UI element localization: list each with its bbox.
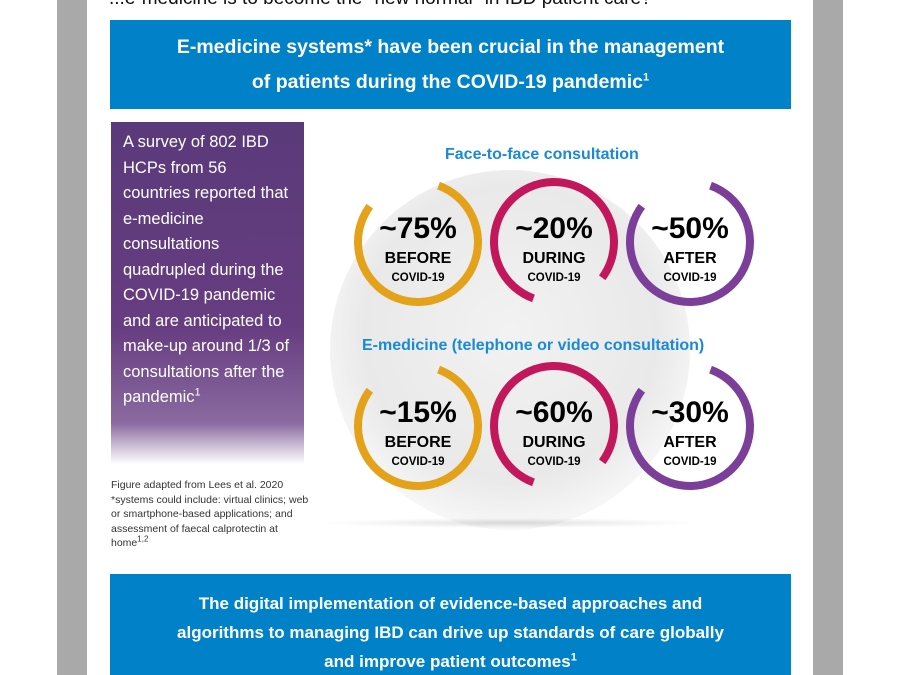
slide-page: ...e-medicine is to become the "new norm… xyxy=(87,0,813,675)
emedicine-label: E-medicine (telephone or video consultat… xyxy=(362,337,705,354)
top-banner: E-medicine systems* have been crucial in… xyxy=(110,20,791,109)
emedicine-phase-after: AFTER xyxy=(663,434,717,451)
emedicine-pct-after: ~30% xyxy=(651,396,729,429)
footnote-source: Figure adapted from Lees et al. 2020 xyxy=(111,479,284,491)
emedicine-ring-during: ~60% DURING COVID-19 xyxy=(486,358,622,494)
top-banner-line2-text: of patients during the COVID-19 pandemic xyxy=(251,71,643,93)
face-to-face-sub-during: COVID-19 xyxy=(527,272,581,284)
top-banner-ref: 1 xyxy=(643,71,650,84)
face-to-face-pct-before: ~75% xyxy=(379,212,457,245)
emedicine-phase-before: BEFORE xyxy=(384,434,452,451)
emedicine-pct-during: ~60% xyxy=(515,396,593,429)
top-banner-line1: E-medicine systems* have been crucial in… xyxy=(176,36,725,58)
face-to-face-phase-after: AFTER xyxy=(663,250,717,267)
survey-panel: A survey of 802 IBD HCPs from 56 countri… xyxy=(111,122,304,464)
emedicine-ring-arc-before xyxy=(354,362,482,490)
bottom-banner: The digital implementation of evidence-b… xyxy=(110,574,791,675)
emedicine-phase-during: DURING xyxy=(522,434,586,451)
bottom-banner-line2: algorithms to managing IBD can drive up … xyxy=(177,623,724,642)
face-to-face-phase-during: DURING xyxy=(522,250,586,267)
face-to-face-ring-after: ~50% AFTER COVID-19 xyxy=(622,174,758,310)
right-gutter xyxy=(813,0,843,675)
emedicine-ring-after: ~30% AFTER COVID-19 xyxy=(622,358,758,494)
emedicine-sub-after: COVID-19 xyxy=(663,456,717,468)
face-to-face-ring-arc-during xyxy=(490,178,618,306)
top-banner-line2: of patients during the COVID-19 pandemic… xyxy=(110,65,791,100)
face-to-face-label: Face-to-face consultation xyxy=(445,146,639,163)
emedicine-ring-arc-after xyxy=(626,362,754,490)
footnote-systems: *systems could include: virtual clinics;… xyxy=(111,493,311,551)
face-to-face-phase-before: BEFORE xyxy=(384,250,452,267)
face-to-face-sub-before: COVID-19 xyxy=(391,272,445,284)
face-to-face-sub-after: COVID-19 xyxy=(663,272,717,284)
bottom-banner-ref: 1 xyxy=(570,651,577,664)
face-to-face-ring-before: ~75% BEFORE COVID-19 xyxy=(350,174,486,310)
face-to-face-ring-arc-after xyxy=(626,177,754,306)
page-title: ...e-medicine is to become the "new norm… xyxy=(109,0,809,10)
left-gutter xyxy=(57,0,87,675)
bottom-banner-line3-text: and improve patient outcomes xyxy=(324,652,571,671)
emedicine-ring-arc-during xyxy=(490,362,618,490)
footnote-systems-text: *systems could include: virtual clinics;… xyxy=(111,493,309,550)
emedicine-sub-before: COVID-19 xyxy=(391,456,445,468)
face-to-face-ring-arc-before xyxy=(354,177,482,306)
face-to-face-pct-after: ~50% xyxy=(651,212,729,245)
face-to-face-pct-during: ~20% xyxy=(515,212,593,245)
right-margin xyxy=(843,0,900,675)
survey-text: A survey of 802 IBD HCPs from 56 countri… xyxy=(123,133,290,406)
footnote-ref: 1,2 xyxy=(137,534,149,544)
footnote: Figure adapted from Lees et al. 2020 *sy… xyxy=(111,478,311,551)
emedicine-sub-during: COVID-19 xyxy=(527,456,581,468)
bottom-banner-line1: The digital implementation of evidence-b… xyxy=(198,594,703,613)
survey-ref: 1 xyxy=(194,386,201,399)
emedicine-ring-before: ~15% BEFORE COVID-19 xyxy=(350,358,486,494)
face-to-face-ring-during: ~20% DURING COVID-19 xyxy=(486,174,622,310)
bottom-banner-line3: and improve patient outcomes1 xyxy=(110,647,791,675)
left-margin xyxy=(0,0,57,675)
emedicine-pct-before: ~15% xyxy=(379,396,457,429)
diagram-shadow xyxy=(320,518,700,528)
